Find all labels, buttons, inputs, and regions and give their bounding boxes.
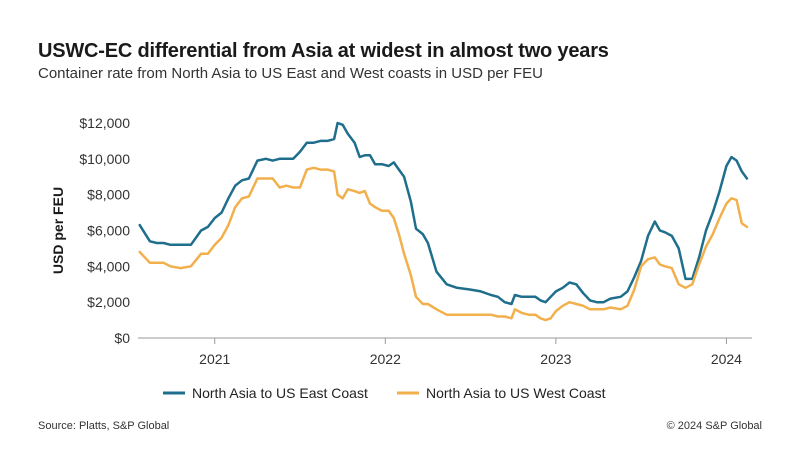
- y-tick-label: $2,000: [87, 294, 130, 310]
- x-tick-label: 2021: [199, 351, 230, 367]
- y-tick-label: $12,000: [79, 115, 130, 131]
- series-line-east-coast: [138, 121, 749, 306]
- y-axis-label: USD per FEU: [50, 187, 66, 274]
- copyright-note: © 2024 S&P Global: [666, 420, 762, 432]
- series-line-west-coast: [138, 166, 749, 322]
- y-tick-label: $0: [114, 330, 130, 346]
- y-tick-label: $4,000: [87, 258, 130, 274]
- source-note: Source: Platts, S&P Global: [38, 420, 170, 432]
- page-title: USWC-EC differential from Asia at widest…: [38, 40, 609, 62]
- page-subtitle: Container rate from North Asia to US Eas…: [38, 65, 543, 82]
- y-tick-label: $8,000: [87, 187, 130, 203]
- x-tick-label: 2022: [370, 351, 401, 367]
- x-tick-label: 2023: [540, 351, 571, 367]
- y-tick-label: $6,000: [87, 223, 130, 239]
- legend-label: North Asia to US West Coast: [426, 385, 606, 401]
- x-tick-label: 2024: [711, 351, 742, 367]
- legend-label: North Asia to US East Coast: [192, 385, 368, 401]
- y-tick-label: $10,000: [79, 151, 130, 167]
